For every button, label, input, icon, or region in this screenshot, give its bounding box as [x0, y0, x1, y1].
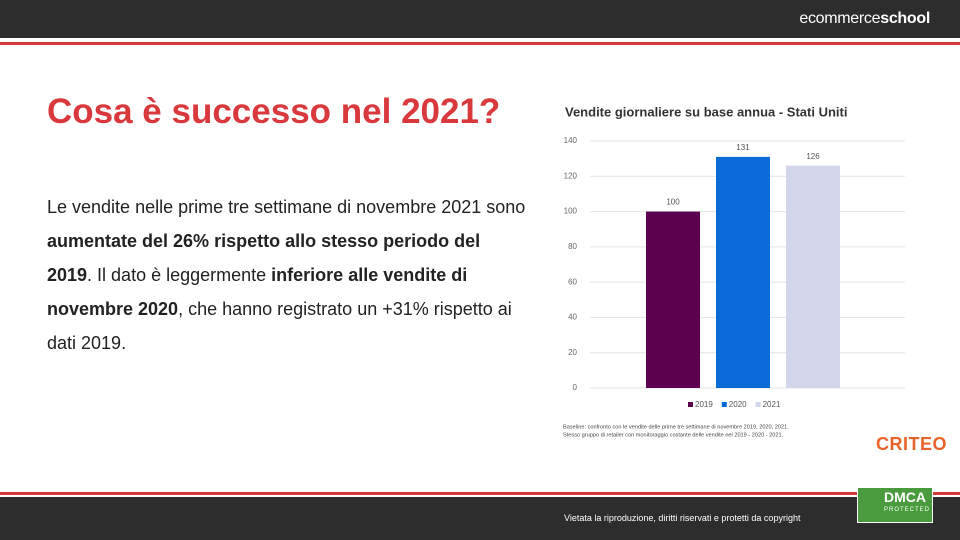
footer-line	[0, 492, 960, 495]
value-label: 100	[666, 198, 680, 207]
legend-swatch	[688, 402, 693, 407]
y-tick-label: 100	[564, 207, 578, 216]
y-tick-label: 0	[573, 383, 578, 392]
bold-text: aumentate del 26% rispetto allo stesso p…	[47, 231, 481, 285]
text: , che hanno registrato un +31% rispetto …	[47, 299, 512, 353]
header-bar	[0, 0, 960, 38]
bar	[716, 156, 770, 388]
logo: ecommerceschool	[799, 10, 930, 28]
badge-subtext: PROTECTED	[884, 507, 931, 513]
value-label: 131	[736, 143, 750, 152]
y-tick-label: 80	[568, 242, 577, 251]
y-tick-label: 40	[568, 313, 577, 322]
legend-label: 2021	[763, 400, 781, 409]
y-tick-label: 60	[568, 277, 577, 286]
bar	[786, 165, 840, 388]
legend-swatch	[721, 402, 727, 407]
legend-label: 2020	[729, 400, 747, 409]
chart-note: Baseline: confronto con le vendite delle…	[563, 424, 789, 430]
y-tick-label: 140	[564, 136, 578, 145]
text: . Il dato è leggermente	[87, 265, 272, 285]
dmca-badge[interactable]	[857, 487, 933, 523]
chart-note: Stesso gruppo di retailer con monitoragg…	[563, 432, 784, 438]
legend-label: 2019	[695, 400, 713, 409]
text: Le vendite nelle prime tre settimane di …	[47, 197, 526, 217]
footer-bar	[0, 497, 960, 540]
header-line	[0, 42, 960, 45]
paragraph: Le vendite nelle prime tre settimane di …	[47, 190, 527, 360]
logo-bold: school	[880, 10, 930, 27]
bold-text: inferiore alle vendite di novembre 2020	[47, 265, 468, 319]
brand: CRITEO	[876, 434, 948, 454]
slide-title: Cosa è successo nel 2021?	[47, 92, 501, 131]
value-label: 126	[806, 152, 820, 161]
bar	[646, 211, 700, 388]
legend-swatch	[755, 402, 761, 407]
chart-title: Vendite giornaliere su base annua - Stat…	[565, 104, 847, 119]
y-tick-label: 120	[564, 171, 578, 180]
badge-text: DMCA	[884, 489, 926, 505]
logo-light: ecommerce	[799, 10, 881, 27]
footer-text: Vietata la riproduzione, diritti riserva…	[564, 513, 801, 523]
y-tick-label: 20	[568, 348, 577, 357]
